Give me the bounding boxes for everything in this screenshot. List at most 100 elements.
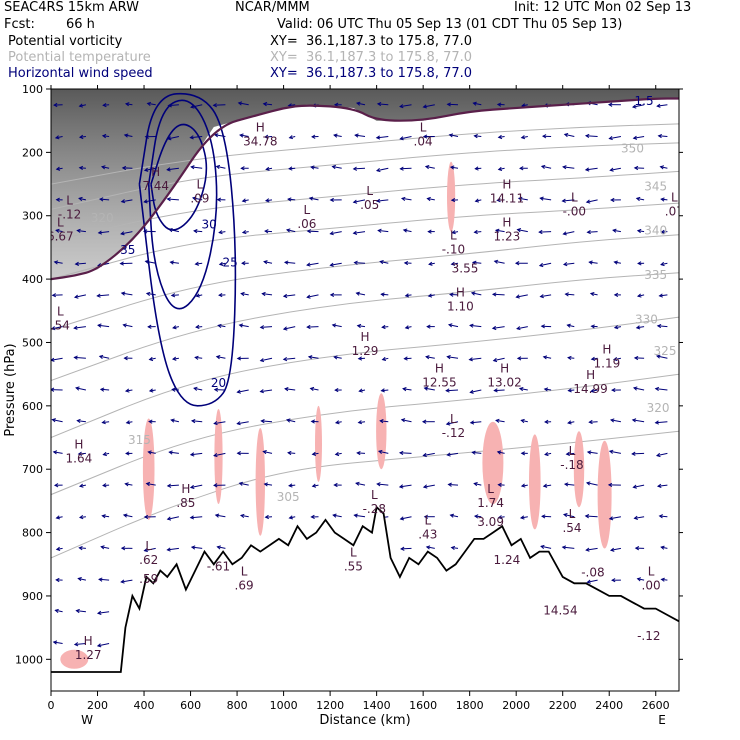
wind-vector-head <box>423 514 429 519</box>
wind-vector <box>74 326 86 329</box>
wind-vector-head <box>422 134 428 139</box>
wind-vector-head <box>216 197 222 202</box>
wind-vector <box>423 452 435 456</box>
wind-vector-head <box>538 262 544 268</box>
pv-shading <box>51 89 679 280</box>
wind-vector <box>403 229 412 233</box>
wind-vector-head <box>473 482 478 487</box>
wind-vector-head <box>73 325 78 330</box>
wind-vector <box>613 357 621 361</box>
wind-vector <box>659 515 668 518</box>
wind-vector-head <box>96 643 102 648</box>
wind-vector <box>378 450 389 454</box>
wind-vector <box>448 484 459 486</box>
contour-label: 315 <box>128 433 151 447</box>
wind-vector-head <box>446 102 452 107</box>
wind-vector <box>78 452 86 455</box>
wind-vector-head <box>590 388 595 393</box>
wind-vector <box>288 104 296 107</box>
wind-vector <box>52 419 63 423</box>
wind-vector-head <box>306 262 311 267</box>
wind-vector <box>125 103 133 106</box>
wind-vector-head <box>469 389 474 394</box>
wind-vector <box>376 136 389 139</box>
wind-vector-head <box>218 292 223 298</box>
hl-marker: L <box>571 190 578 204</box>
wind-vector <box>424 387 435 391</box>
wind-vector-head <box>566 323 571 328</box>
wind-vector <box>311 166 319 169</box>
hl-marker: L <box>145 539 152 553</box>
wind-vector <box>283 326 296 330</box>
wind-vector-head <box>540 164 546 169</box>
wind-vector <box>474 135 482 137</box>
wind-vector <box>213 104 226 106</box>
hl-value-label: -.12 <box>637 629 660 643</box>
wind-vector-head <box>450 197 456 203</box>
wind-vector-head <box>122 323 127 328</box>
hl-value-label: 14.99 <box>573 382 607 396</box>
wind-vector <box>190 452 203 456</box>
wind-vector-head <box>194 355 199 360</box>
wind-vector-head <box>565 451 571 457</box>
wind-vector-head <box>590 356 596 361</box>
wind-vector-head <box>608 136 613 141</box>
wind-vector-head <box>122 513 128 518</box>
wind-vector-head <box>147 324 152 329</box>
wind-vector <box>265 516 273 518</box>
wind-vector-head <box>125 420 131 425</box>
wind-vector <box>286 419 296 423</box>
wind-vector-head <box>589 292 595 297</box>
wind-vector-head <box>474 166 479 171</box>
wind-vector <box>240 514 249 518</box>
hl-marker: H <box>256 121 265 135</box>
hl-marker: L <box>487 482 494 496</box>
wind-vector <box>53 451 63 454</box>
wind-vector <box>286 229 296 233</box>
wind-vector <box>285 388 296 391</box>
wind-vector-head <box>96 610 102 615</box>
wind-vector-head <box>214 513 220 518</box>
wind-vector-head <box>632 386 638 391</box>
wind-vector-head <box>608 449 614 454</box>
x-tick-label: 200 <box>87 699 108 712</box>
wind-vector-head <box>143 199 148 204</box>
wind-vector-head <box>215 164 221 169</box>
wind-vector-head <box>283 260 289 265</box>
wind-vector <box>260 326 273 328</box>
wind-vector-head <box>102 102 107 108</box>
wind-vector-head <box>609 167 614 172</box>
hl-value-label: 1.10 <box>447 300 474 314</box>
contour-label: 345 <box>644 179 667 193</box>
wind-vector-head <box>53 260 59 265</box>
wind-vector-head <box>656 483 662 488</box>
wind-vector-head <box>611 387 616 393</box>
wind-vector <box>167 136 180 140</box>
wind-vector-head <box>376 482 381 487</box>
wind-vector-head <box>218 261 224 266</box>
wind-vector <box>566 452 575 455</box>
wind-vector-head <box>399 104 404 109</box>
wind-vector <box>353 199 366 203</box>
wind-vector-head <box>449 292 454 297</box>
hl-value-label: .00 <box>642 578 661 592</box>
wind-vector <box>307 294 319 298</box>
wind-vector <box>53 641 63 644</box>
wind-vector <box>613 229 621 233</box>
wind-vector-head <box>632 484 637 489</box>
wind-vector-head <box>329 231 334 236</box>
wind-vector <box>471 292 482 296</box>
wind-vector <box>102 135 110 137</box>
wind-vector <box>660 166 668 169</box>
wind-vector-head <box>607 482 613 488</box>
wind-vector <box>334 134 342 137</box>
hl-marker: L <box>671 190 678 204</box>
wind-vector-head <box>563 482 569 487</box>
hl-value-label: 1.19 <box>594 357 621 371</box>
wind-vector <box>470 324 482 328</box>
wind-vector <box>332 324 342 328</box>
wind-vector <box>636 197 645 201</box>
theta-line-330 <box>51 234 679 331</box>
contour-label: 350 <box>621 141 644 155</box>
wind-vector-head <box>567 388 572 393</box>
